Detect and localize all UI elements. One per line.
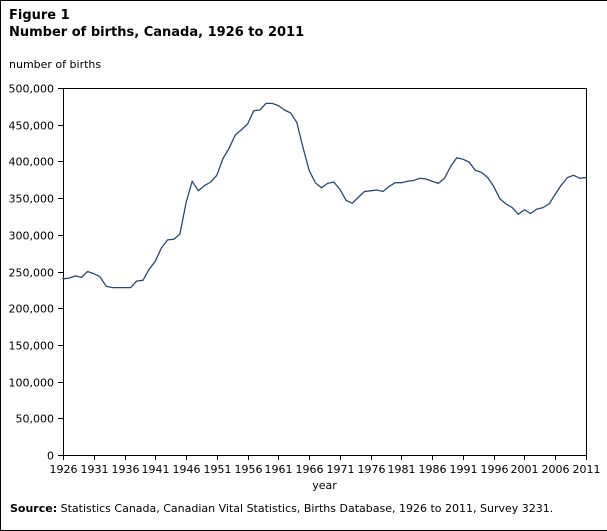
x-tick-label: 1926	[50, 463, 78, 476]
x-tick-label: 1931	[81, 463, 109, 476]
source-label: Source:	[10, 502, 58, 515]
y-tick-label: 150,000	[9, 340, 55, 353]
x-axis-title: year	[312, 479, 337, 492]
x-tick-label: 1956	[235, 463, 263, 476]
x-tick-label: 1951	[204, 463, 232, 476]
x-tick-label: 1971	[327, 463, 355, 476]
x-tick-label: 1961	[265, 463, 293, 476]
y-tick-label: 350,000	[9, 193, 55, 206]
y-tick-label: 100,000	[9, 377, 55, 390]
x-tick-label: 2001	[511, 463, 539, 476]
y-tick-label: 250,000	[9, 267, 55, 280]
x-tick-label: 1976	[358, 463, 386, 476]
x-tick-label: 1986	[419, 463, 447, 476]
plot-frame	[63, 88, 587, 456]
births-line-series	[62, 102, 587, 289]
y-tick-label: 0	[47, 450, 54, 463]
x-tick-label: 1936	[112, 463, 140, 476]
source-note: Source: Statistics Canada, Canadian Vita…	[10, 502, 553, 515]
x-tick-label: 2011	[573, 463, 601, 476]
y-tick-label: 300,000	[9, 230, 55, 243]
y-tick-label: 400,000	[9, 156, 55, 169]
x-tick-label: 1966	[296, 463, 324, 476]
x-tick-label: 1981	[388, 463, 416, 476]
y-tick-label: 500,000	[9, 83, 55, 96]
source-text: Statistics Canada, Canadian Vital Statis…	[57, 502, 554, 515]
figure-title: Number of births, Canada, 1926 to 2011	[9, 25, 305, 40]
y-tick-label: 50,000	[16, 413, 55, 426]
figure-title-block: Figure 1 Number of births, Canada, 1926 …	[9, 7, 304, 41]
y-axis-unit-label: number of births	[9, 58, 102, 71]
figure-number: Figure 1	[9, 8, 70, 23]
y-tick-label: 200,000	[9, 303, 55, 316]
x-tick-label: 1996	[481, 463, 509, 476]
x-tick-label: 1991	[450, 463, 478, 476]
x-tick-label: 2006	[542, 463, 570, 476]
x-tick-label: 1941	[142, 463, 170, 476]
x-tick-label: 1946	[173, 463, 201, 476]
y-tick-label: 450,000	[9, 120, 55, 133]
